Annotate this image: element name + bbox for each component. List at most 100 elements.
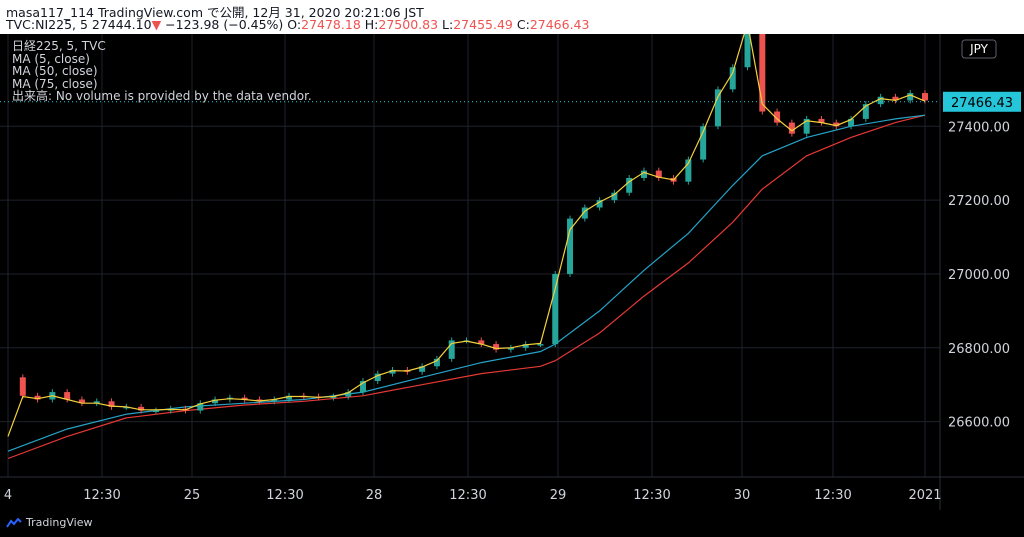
change-value: −123.98 (−0.45%) bbox=[165, 17, 284, 32]
candle-body bbox=[345, 392, 352, 397]
last-price-label: 27466.43 bbox=[951, 96, 1013, 111]
candle-body bbox=[567, 218, 574, 274]
candle-body bbox=[212, 399, 219, 404]
currency-badge bbox=[961, 39, 997, 59]
header-bar: masa117_114 TradingView.com で公開, 12月 31,… bbox=[0, 0, 1024, 34]
time-tick-label: 4 bbox=[4, 488, 12, 503]
time-tick-label: 28 bbox=[366, 488, 383, 503]
chart-legend: 日経225, 5, TVC MA (5, close) MA (50, clos… bbox=[12, 40, 312, 103]
candle-body bbox=[93, 401, 100, 404]
candle-body bbox=[34, 395, 41, 400]
currency-label: JPY bbox=[969, 42, 989, 56]
last-price: 27444.10 bbox=[91, 17, 152, 32]
ma75-line bbox=[7, 114, 926, 460]
candle-body bbox=[433, 358, 440, 367]
candle-body bbox=[419, 366, 426, 372]
candle-body bbox=[78, 399, 85, 404]
candle-body bbox=[241, 397, 248, 400]
candle-body bbox=[729, 67, 736, 90]
ohlc-line: TVC:NI225, 5 27444.10▼ −123.98 (−0.45%) … bbox=[6, 17, 589, 32]
time-tick-label: 12:30 bbox=[449, 488, 486, 503]
candle-body bbox=[626, 177, 633, 193]
candle-body bbox=[537, 344, 544, 346]
candle-body bbox=[507, 347, 514, 350]
time-tick-label: 2021 bbox=[908, 488, 941, 503]
close-label: C: bbox=[516, 17, 530, 32]
candle-body bbox=[138, 406, 145, 411]
price-tick-label: 27000.00 bbox=[948, 268, 1010, 283]
time-tick-label: 12:30 bbox=[633, 488, 670, 503]
time-tick-label: 30 bbox=[734, 488, 751, 503]
low-value: 27455.49 bbox=[453, 17, 513, 32]
candle-body bbox=[877, 96, 884, 105]
last-price-tag bbox=[943, 91, 1021, 112]
candle-body bbox=[330, 396, 337, 399]
candle-body bbox=[596, 200, 603, 208]
price-tick-label: 27200.00 bbox=[948, 194, 1010, 209]
down-arrow-icon: ▼ bbox=[151, 17, 162, 32]
time-tick-label: 12:30 bbox=[814, 488, 851, 503]
price-tick-label: 27400.00 bbox=[948, 120, 1010, 135]
high-value: 27500.83 bbox=[378, 17, 439, 32]
candle-body bbox=[581, 207, 588, 219]
legend-title[interactable]: 日経225, 5, TVC bbox=[12, 39, 106, 53]
candle-body bbox=[655, 170, 662, 178]
candle-body bbox=[64, 392, 71, 400]
candle-body bbox=[640, 170, 647, 178]
ma75-path bbox=[7, 114, 926, 460]
candle-body bbox=[759, 8, 766, 112]
time-tick-label: 25 bbox=[184, 488, 201, 503]
price-tick-label: 26600.00 bbox=[948, 416, 1010, 431]
price-tick-label: 26800.00 bbox=[948, 342, 1010, 357]
brand-footer[interactable]: TradingView bbox=[6, 516, 92, 529]
candle-body bbox=[788, 122, 795, 134]
price-axis[interactable]: 26600.00 26800.00 27000.00 27200.00 27400.00… bbox=[0, 34, 1021, 510]
candle-body bbox=[286, 395, 293, 400]
candle-body bbox=[907, 93, 914, 101]
legend-ma75[interactable]: MA (75, close) bbox=[12, 76, 98, 91]
ma5-line bbox=[7, 22, 926, 437]
candle-body bbox=[862, 104, 869, 119]
time-tick-label: 12:30 bbox=[83, 488, 120, 503]
brand-name: TradingView bbox=[26, 516, 93, 529]
chart-grid bbox=[0, 34, 940, 477]
close-value: 27466.43 bbox=[529, 17, 590, 32]
candle-body bbox=[744, 8, 751, 68]
ma50-path bbox=[7, 114, 926, 452]
candle-body bbox=[478, 340, 485, 345]
candle-body bbox=[374, 373, 381, 382]
candle-body bbox=[197, 403, 204, 411]
candle-body bbox=[848, 118, 855, 127]
candle-body bbox=[522, 344, 529, 348]
candle-body bbox=[271, 399, 278, 402]
candle-body bbox=[700, 126, 707, 160]
time-tick-label: 29 bbox=[550, 488, 567, 503]
candle-body bbox=[803, 118, 810, 134]
tradingview-logo-icon bbox=[6, 517, 22, 528]
ma5-path bbox=[7, 22, 926, 437]
candle-body bbox=[922, 93, 928, 101]
legend-ma50[interactable]: MA (50, close) bbox=[12, 64, 98, 78]
candle-body bbox=[493, 344, 500, 350]
symbol-label: TVC:NI225, 5 bbox=[6, 17, 88, 32]
legend-ma5[interactable]: MA (5, close) bbox=[12, 51, 90, 66]
low-label: L: bbox=[442, 17, 454, 32]
candle-body bbox=[892, 96, 899, 101]
ma50-line bbox=[7, 114, 926, 452]
open-value: 27478.18 bbox=[301, 17, 361, 32]
candle-body bbox=[611, 192, 618, 201]
legend-volume: 出来高: No volume is provided by the data v… bbox=[12, 89, 312, 103]
time-tick-label: 12:30 bbox=[266, 488, 303, 503]
time-axis[interactable]: 4 12:30 25 12:30 28 12:30 29 12:30 30 12:30 2021 bbox=[0, 476, 1024, 503]
high-label: H: bbox=[364, 17, 379, 32]
candle-body bbox=[833, 122, 840, 127]
candle-body bbox=[152, 410, 159, 413]
candle-body bbox=[714, 89, 721, 127]
candle-body bbox=[19, 377, 26, 396]
candle-body bbox=[818, 118, 825, 123]
candle-body bbox=[448, 340, 455, 359]
candle-body bbox=[685, 159, 692, 182]
candle-body bbox=[108, 401, 115, 407]
candle-body bbox=[123, 406, 130, 409]
